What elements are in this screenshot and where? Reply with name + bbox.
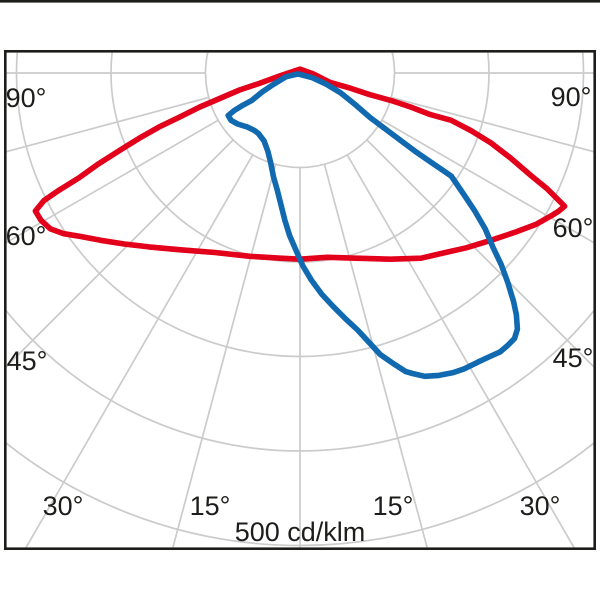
angle-label-left-90: 90°	[6, 83, 47, 113]
angle-labels: 90° 60° 45° 30° 15° 15° 30° 45° 60° 90°	[6, 82, 594, 521]
grid-ray-left-30	[25, 153, 254, 548]
grid-ray-right-15	[323, 163, 428, 548]
angle-label-right-30: 30°	[520, 491, 561, 521]
unit-caption: 500 cd/klm	[235, 517, 366, 547]
grid-ray-right-30	[346, 153, 575, 548]
top-rule	[0, 0, 600, 3]
grid-ray-left-60	[6, 119, 220, 244]
angle-label-left-60: 60°	[6, 221, 47, 251]
curve-blue	[225, 71, 521, 380]
angle-label-left-30: 30°	[43, 491, 84, 521]
curve-red	[32, 66, 568, 262]
intensity-curves	[32, 66, 568, 380]
angle-label-left-45: 45°	[7, 346, 48, 376]
angle-label-right-45: 45°	[553, 343, 594, 373]
grid-ray-right-60	[380, 119, 594, 244]
grid-ring-100	[204, 52, 396, 169]
angle-label-right-15: 15°	[373, 491, 414, 521]
grid-ray-right-45	[365, 138, 594, 368]
grid-ray-right-75	[390, 96, 594, 153]
grid-ray-left-75	[6, 96, 210, 153]
diagram-frame	[4, 49, 597, 550]
angle-label-right-90: 90°	[551, 82, 592, 112]
angle-label-left-15: 15°	[190, 491, 231, 521]
angle-label-right-60: 60°	[553, 213, 594, 243]
grid-ray-left-45	[6, 138, 235, 368]
